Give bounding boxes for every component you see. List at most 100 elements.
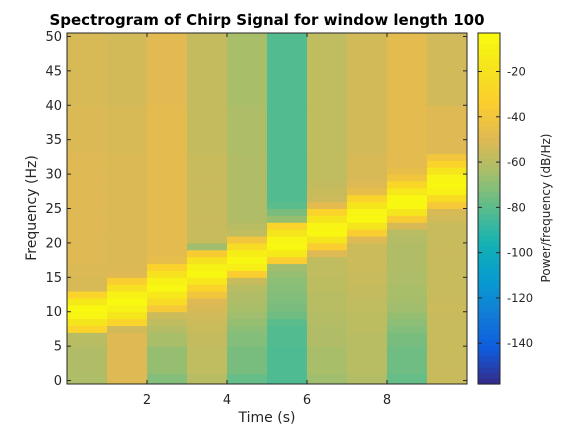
colorbar-segment (478, 93, 500, 100)
heatmap-cell (307, 270, 348, 278)
heatmap-cell (427, 33, 468, 106)
heatmap-cell (67, 373, 108, 385)
heatmap-cell (107, 277, 148, 285)
heatmap-cell (267, 167, 308, 175)
colorbar-segment (478, 252, 500, 259)
heatmap-cell (267, 325, 308, 333)
heatmap-cell (187, 325, 228, 333)
colorbar-segment (478, 345, 500, 352)
heatmap-cell (67, 194, 108, 203)
heatmap-cell (387, 187, 428, 196)
x-tick-label: 6 (303, 393, 311, 408)
colorbar-segment (478, 109, 500, 116)
heatmap-cell (227, 311, 268, 320)
heatmap-cell (187, 263, 228, 271)
heatmap-cell (67, 270, 108, 278)
heatmap-cell (107, 229, 148, 237)
heatmap-cell (107, 318, 148, 326)
heatmap-cell (427, 318, 468, 326)
heatmap-cell (187, 270, 228, 278)
y-axis-ticks: 0 5 10 15 20 25 30 35 40 45 50 (45, 30, 467, 389)
heatmap-cell (67, 256, 108, 265)
heatmap-cell (427, 256, 468, 265)
heatmap-cell (307, 325, 348, 333)
heatmap-cell (147, 249, 188, 258)
colorbar-segment (478, 98, 500, 105)
heatmap-cell (107, 236, 148, 244)
heatmap-cell (267, 215, 308, 223)
colorbar-tick-label: -20 (507, 64, 526, 78)
heatmap-cell (427, 304, 468, 313)
heatmap-cell (147, 297, 188, 306)
colorbar-segment (478, 307, 500, 314)
heatmap-cell (227, 263, 268, 271)
heatmap-cell (107, 270, 148, 278)
heatmap-cell (427, 201, 468, 209)
heatmap-cell (347, 222, 388, 230)
heatmap-cell (187, 311, 228, 320)
y-tick-label: 15 (45, 271, 62, 286)
heatmap-cell (427, 297, 468, 306)
heatmap-cell (347, 270, 388, 278)
heatmap-cell (187, 160, 228, 168)
heatmap-cell (187, 332, 228, 347)
heatmap-cell (347, 201, 388, 209)
heatmap-cell (307, 304, 348, 313)
heatmap-cell (107, 284, 148, 292)
colorbar-segment (478, 181, 500, 188)
heatmap-cell (427, 311, 468, 320)
heatmap-cell (67, 105, 108, 154)
colorbar-ticks: -20 -40 -60 -80 -100 -120 -140 (478, 64, 533, 350)
heatmap-cell (387, 277, 428, 285)
heatmap-cell (307, 277, 348, 285)
heatmap-cell (387, 167, 428, 175)
heatmap-cell (107, 160, 148, 168)
heatmap-cell (307, 311, 348, 320)
colorbar-segment (478, 224, 500, 232)
heatmap-cell (267, 242, 308, 251)
heatmap-cell (227, 242, 268, 251)
colorbar-segment (478, 159, 500, 166)
heatmap-cell (147, 194, 188, 203)
heatmap-cell (427, 346, 468, 375)
heatmap-cell (347, 215, 388, 223)
heatmap-cell (147, 332, 188, 347)
heatmap-cell (187, 229, 228, 237)
heatmap-cell (227, 297, 268, 306)
heatmap-cell (147, 201, 188, 209)
heatmap-cell (147, 174, 188, 182)
heatmap-cell (387, 229, 428, 237)
heatmap-cell (107, 291, 148, 299)
heatmap-cell (67, 318, 108, 326)
heatmap-cell (267, 208, 308, 216)
colorbar-tick-label: -140 (507, 336, 533, 350)
heatmap-cell (307, 263, 348, 271)
heatmap-cell (347, 180, 388, 189)
heatmap-cell (147, 284, 188, 292)
heatmap-cell (67, 236, 108, 244)
heatmap-cell (67, 160, 108, 168)
colorbar-segment (478, 340, 500, 347)
heatmap-cell (307, 332, 348, 347)
heatmap-cell (147, 222, 188, 230)
heatmap-cell (227, 174, 268, 182)
heatmap-cell (147, 167, 188, 175)
colorbar-segment (478, 208, 500, 215)
heatmap-cell (147, 263, 188, 271)
heatmap-cell (227, 153, 268, 161)
heatmap-cell (347, 304, 388, 313)
heatmap-cell (387, 263, 428, 271)
heatmap-cell (227, 332, 268, 347)
heatmap-cell (387, 325, 428, 333)
heatmap-cell (107, 297, 148, 306)
heatmap-cell (347, 297, 388, 306)
heatmap-cell (67, 311, 108, 320)
heatmap-cell (427, 249, 468, 258)
heatmap-cell (227, 187, 268, 196)
heatmap-cell (147, 229, 188, 237)
heatmap-cell (267, 263, 308, 271)
heatmap-cell (387, 160, 428, 168)
heatmap-cell (67, 208, 108, 216)
heatmap-cell (187, 242, 228, 251)
